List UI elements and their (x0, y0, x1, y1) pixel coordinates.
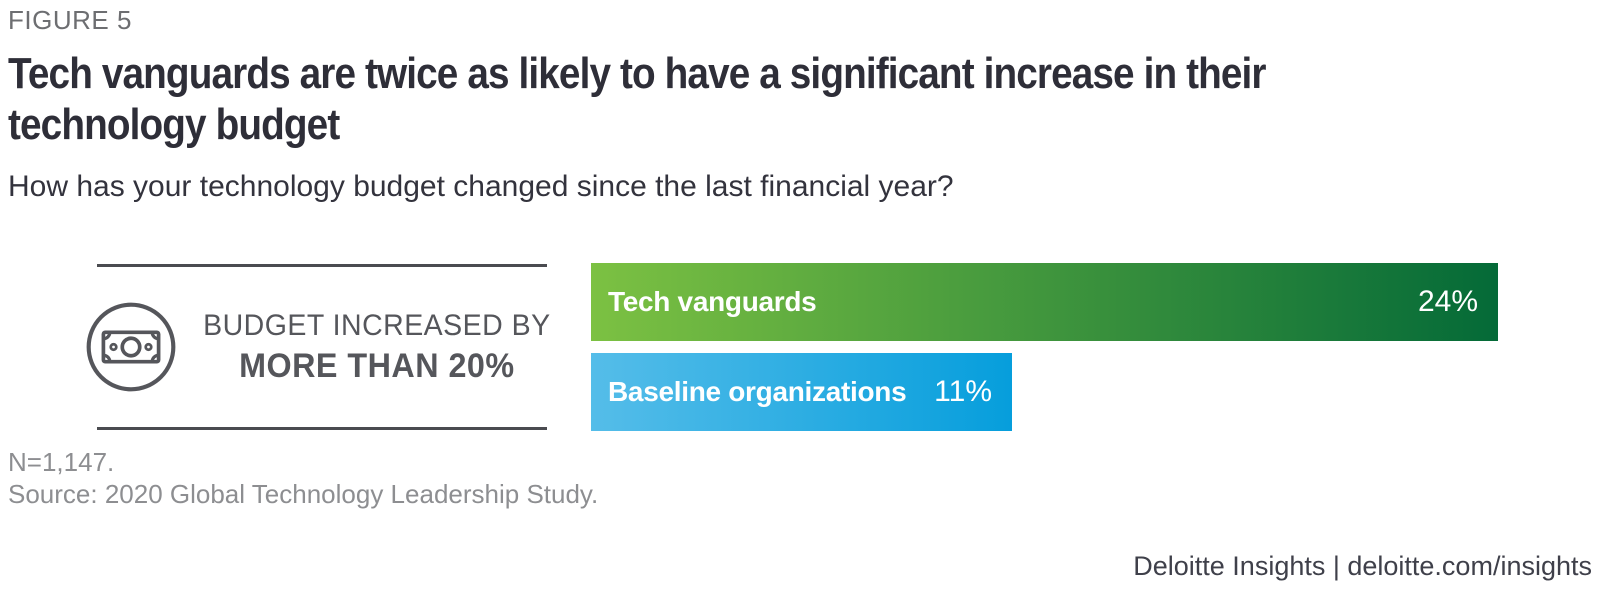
figure-subtitle: How has your technology budget changed s… (8, 170, 954, 203)
figure-title-line2: technology budget (8, 100, 340, 149)
budget-callout-line2: MORE THAN 20% (238, 346, 515, 385)
budget-callout-text: BUDGET INCREASED BY MORE THAN 20% (194, 309, 560, 386)
bar-category-label: Baseline organizations (608, 376, 907, 407)
deloitte-insights-footer: Deloitte Insights | deloitte.com/insight… (1133, 551, 1592, 581)
figure-label: FIGURE 5 (8, 5, 132, 35)
bar-value-label: 24% (1417, 285, 1478, 318)
budget-callout-panel: BUDGET INCREASED BY MORE THAN 20% (86, 264, 550, 430)
bar-category-label: Tech vanguards (608, 286, 817, 317)
figure-notes: N=1,147. Source: 2020 Global Technology … (8, 446, 598, 510)
banknote-circle-icon (85, 301, 177, 393)
bar-baseline-organizations: Baseline organizations 11% (591, 353, 1012, 431)
bar-value-label: 11% (934, 375, 992, 408)
figure-title: Tech vanguards are twice as likely to ha… (8, 48, 1267, 150)
figure-title-line1: Tech vanguards are twice as likely to ha… (8, 49, 1267, 98)
note-sample-size: N=1,147. (8, 447, 115, 477)
note-source: Source: 2020 Global Technology Leadershi… (8, 479, 599, 509)
budget-callout-line1: BUDGET INCREASED BY (202, 308, 551, 342)
bar-tech-vanguards: Tech vanguards 24% (591, 263, 1498, 341)
